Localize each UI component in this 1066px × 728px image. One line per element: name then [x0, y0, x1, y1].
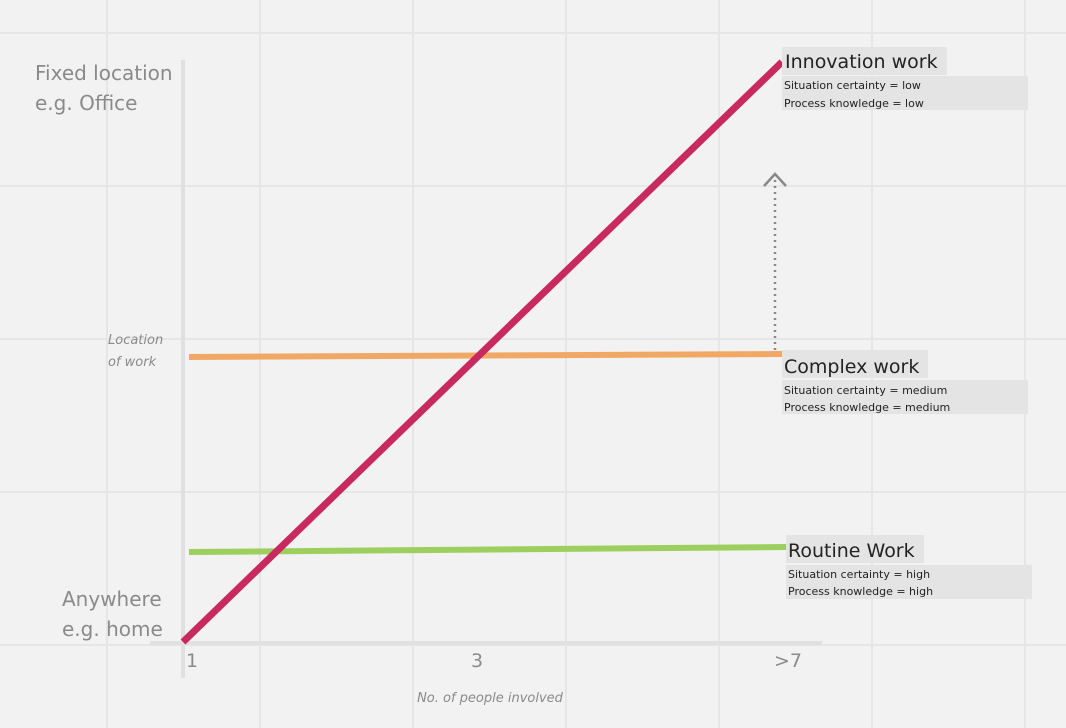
- y-top-label: Fixed location: [35, 61, 173, 85]
- line-details: Process knowledge = medium: [784, 401, 950, 414]
- line-label: Innovation work: [785, 51, 938, 73]
- y-axis-title: Location: [108, 333, 163, 348]
- y-top-label: e.g. Office: [35, 91, 137, 115]
- y-bottom-label: Anywhere: [62, 587, 162, 611]
- details-box: [782, 380, 1028, 414]
- y-axis-title: of work: [108, 355, 157, 370]
- line-details: Process knowledge = high: [788, 585, 933, 598]
- x-axis-title: No. of people involved: [417, 691, 564, 706]
- label-box: [782, 47, 947, 75]
- details-box: [786, 565, 1032, 599]
- line-details: Situation certainty = high: [788, 568, 930, 581]
- innovation-line: [180, 59, 785, 645]
- line-details: Process knowledge = low: [784, 97, 924, 110]
- complex-line: [188, 351, 783, 360]
- x-tick-label: 3: [471, 650, 483, 672]
- label-box: [782, 350, 928, 378]
- line-label: Complex work: [784, 356, 919, 378]
- y-bottom-label: e.g. home: [62, 617, 163, 641]
- routine-line: [188, 544, 787, 555]
- line-details: Situation certainty = low: [784, 79, 921, 92]
- line-details: Situation certainty = medium: [784, 384, 947, 397]
- label-box: [786, 535, 924, 563]
- line-label: Routine Work: [788, 540, 915, 562]
- arrow-head: [763, 172, 787, 187]
- details-box: [782, 76, 1028, 110]
- x-tick-label: >7: [774, 650, 802, 672]
- x-tick-label: 1: [186, 650, 198, 672]
